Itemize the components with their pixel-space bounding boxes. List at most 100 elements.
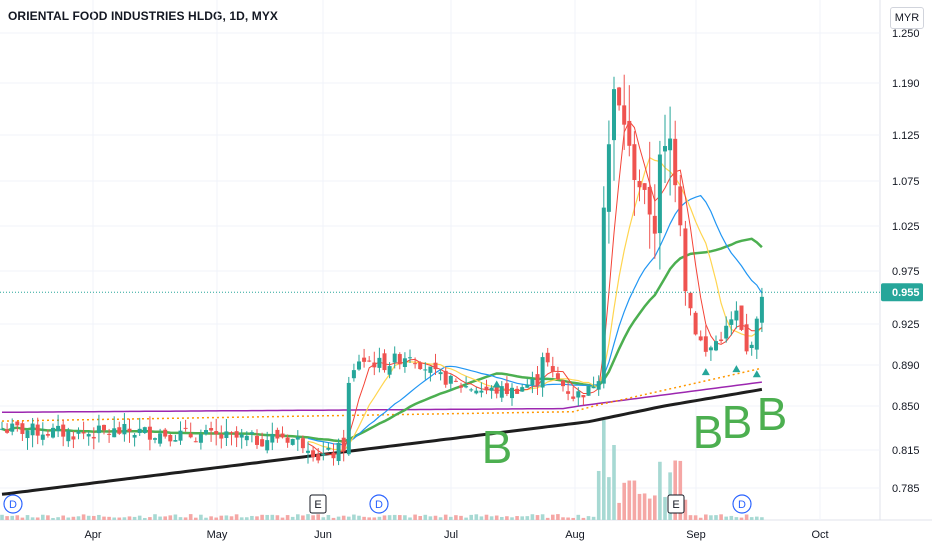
volume-bar <box>204 517 208 520</box>
candle-body <box>311 450 316 458</box>
candle-body <box>459 385 463 388</box>
volume-bar <box>464 517 468 520</box>
y-tick-label: 1.075 <box>892 176 920 188</box>
candle-body <box>703 336 708 352</box>
dividend-marker[interactable] <box>369 494 389 514</box>
candle-body <box>306 450 310 453</box>
volume-bar <box>561 517 565 520</box>
event-marker-label: E <box>672 499 679 511</box>
candle-body <box>260 439 265 447</box>
y-tick-label: 0.975 <box>892 266 920 278</box>
candle-body <box>255 435 259 445</box>
volume-bar <box>428 516 433 520</box>
dividend-marker[interactable] <box>3 494 23 514</box>
volume-bar <box>607 477 611 520</box>
y-tick-label: 1.190 <box>892 78 920 90</box>
candle-body <box>351 370 356 379</box>
x-tick-label: Jul <box>444 529 458 541</box>
candle-body <box>693 312 698 335</box>
candle-body <box>586 386 591 396</box>
earnings-marker[interactable] <box>309 494 327 514</box>
volume-bar <box>239 517 244 520</box>
candle-body <box>224 431 229 439</box>
candle-body <box>657 154 662 234</box>
candle-body <box>20 423 25 434</box>
last-price-label: 0.955 <box>892 287 920 299</box>
earnings-marker[interactable] <box>667 494 685 514</box>
candle-body <box>428 366 433 373</box>
candle-body <box>249 432 254 434</box>
volume-bar <box>392 514 397 520</box>
volume-bar <box>245 517 249 520</box>
volume-bar <box>321 517 326 520</box>
volume-bar <box>744 514 749 520</box>
volume-bar <box>647 498 652 520</box>
volume-bar <box>372 517 377 520</box>
y-tick-label: 0.925 <box>892 319 920 331</box>
volume-bar <box>602 420 606 520</box>
volume-bar <box>387 515 392 520</box>
candle-body <box>663 146 667 152</box>
volume-bar <box>168 515 173 520</box>
candle-body <box>479 390 484 393</box>
dividend-marker[interactable] <box>732 494 752 514</box>
y-tick-label: 0.850 <box>892 401 920 413</box>
volume-bar <box>5 516 9 520</box>
candle-body <box>622 105 627 125</box>
ma-yellow-line <box>307 156 763 452</box>
volume-bar <box>92 515 96 520</box>
volume-bar <box>178 517 183 520</box>
candle-body <box>387 366 392 375</box>
candle-body <box>81 432 86 434</box>
candle-body <box>464 386 469 388</box>
candle-body <box>510 387 514 399</box>
candle-body <box>433 362 438 370</box>
currency-label[interactable]: MYR <box>890 7 924 29</box>
candle-body <box>86 434 91 437</box>
volume-bar <box>250 515 254 520</box>
candle-body <box>581 395 586 398</box>
candle-body <box>576 391 581 398</box>
volume-bar <box>398 515 402 520</box>
y-tick-label: 0.785 <box>892 483 920 495</box>
volume-bar <box>194 517 198 520</box>
candle-body <box>673 138 678 186</box>
x-tick-label: Oct <box>811 529 828 541</box>
candle-body <box>413 363 418 365</box>
candle-body <box>566 391 571 394</box>
candle-body <box>102 424 106 431</box>
volume-bar <box>591 516 596 520</box>
candle-body <box>418 362 423 370</box>
x-tick-label: Jun <box>314 529 332 541</box>
volume-bar <box>280 517 285 520</box>
candle-body <box>163 429 168 437</box>
candle-body <box>321 453 326 456</box>
volume-bar <box>107 516 111 520</box>
candle-body <box>91 436 96 439</box>
candle-body <box>0 428 4 430</box>
candle-body <box>438 372 443 375</box>
x-tick-label: May <box>207 529 228 541</box>
candle-body <box>484 386 489 391</box>
candle-body <box>107 433 112 435</box>
candle-body <box>198 434 203 443</box>
candle-body <box>489 387 494 391</box>
volume-bar <box>357 515 361 520</box>
volume-bar <box>122 517 127 520</box>
volume-bar <box>454 515 458 520</box>
volume-bar <box>362 516 366 520</box>
volume-bar <box>336 516 341 520</box>
volume-bar <box>112 517 116 520</box>
volume-bar <box>500 516 504 520</box>
volume-bar <box>678 460 683 520</box>
candle-body <box>719 339 724 341</box>
candle-body <box>754 318 759 350</box>
candle-body <box>739 305 744 330</box>
volume-bar <box>698 517 703 520</box>
volume-bar <box>663 497 667 520</box>
volume-bar <box>581 517 586 520</box>
y-tick-label: 1.025 <box>892 221 920 233</box>
volume-bar <box>525 516 530 520</box>
